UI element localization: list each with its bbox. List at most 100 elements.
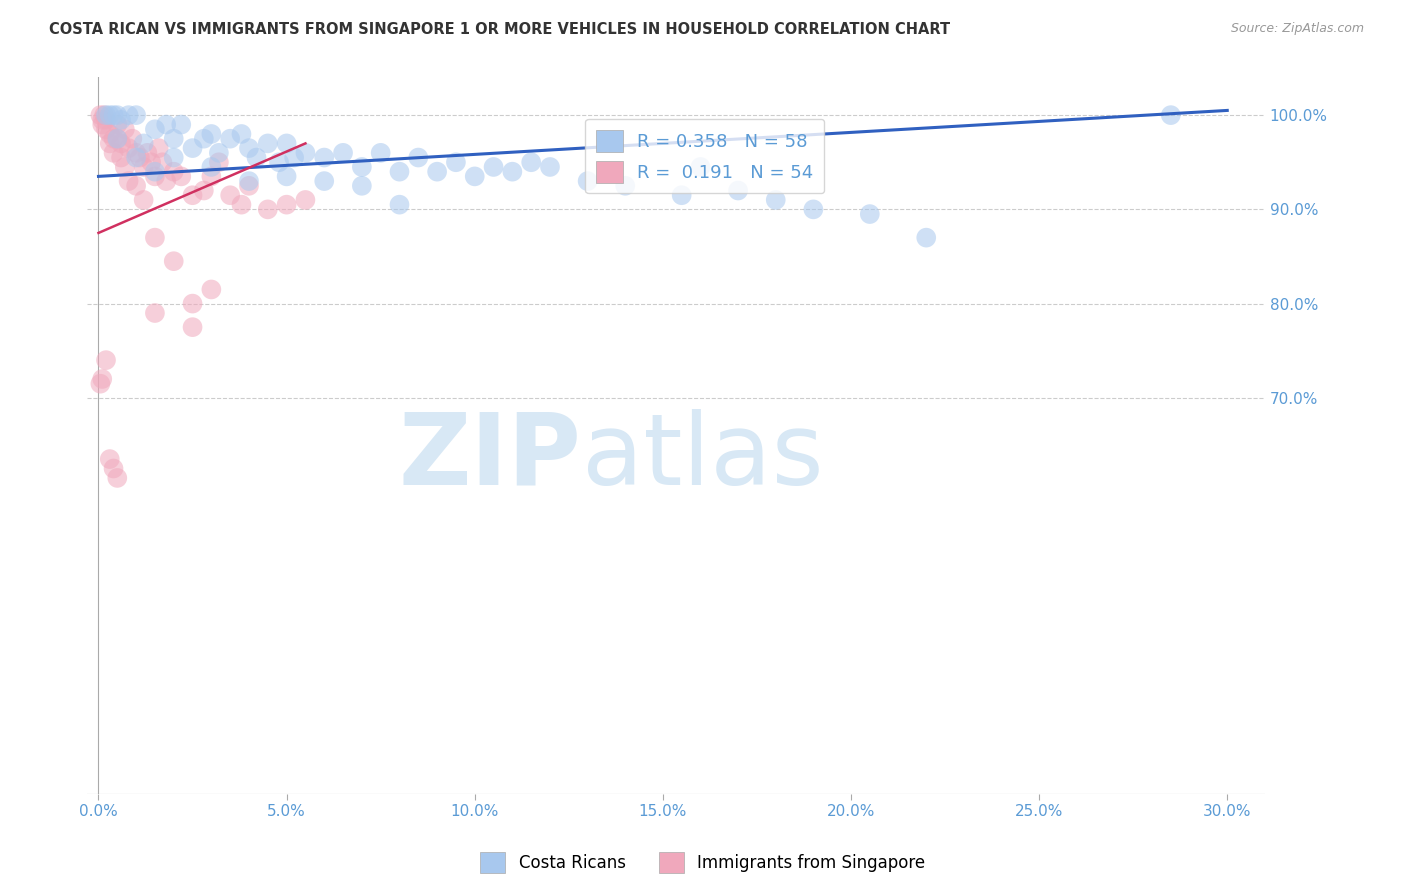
Point xyxy=(105,131,128,145)
Point xyxy=(464,169,486,184)
Point xyxy=(294,145,316,160)
Point xyxy=(89,108,111,122)
Point xyxy=(332,145,354,160)
Point xyxy=(163,254,186,268)
Point xyxy=(170,118,193,132)
Point xyxy=(105,471,128,485)
Point xyxy=(727,184,749,198)
Text: atlas: atlas xyxy=(582,409,824,506)
Point xyxy=(576,174,599,188)
Point xyxy=(93,108,115,122)
Point xyxy=(538,160,561,174)
Point xyxy=(132,193,155,207)
Point xyxy=(245,151,267,165)
Point xyxy=(200,160,222,174)
Point xyxy=(915,230,938,244)
Point xyxy=(128,151,150,165)
Point xyxy=(114,122,136,136)
Point xyxy=(125,145,148,160)
Point xyxy=(482,160,505,174)
Point xyxy=(105,118,128,132)
Point xyxy=(200,283,222,297)
Point xyxy=(801,202,824,217)
Point xyxy=(314,151,336,165)
Point xyxy=(98,127,121,141)
Point xyxy=(231,197,253,211)
Point xyxy=(193,131,215,145)
Point xyxy=(181,320,204,334)
Point xyxy=(314,174,336,188)
Point xyxy=(155,118,177,132)
Point xyxy=(388,197,411,211)
Point xyxy=(163,131,186,145)
Point xyxy=(238,141,260,155)
Point xyxy=(1160,108,1182,122)
Point xyxy=(98,108,121,122)
Point xyxy=(132,136,155,151)
Point xyxy=(350,160,373,174)
Point xyxy=(94,112,117,127)
Point xyxy=(89,376,111,391)
Point xyxy=(370,145,392,160)
Point xyxy=(110,151,132,165)
Point xyxy=(208,155,231,169)
Point xyxy=(136,145,159,160)
Text: Source: ZipAtlas.com: Source: ZipAtlas.com xyxy=(1230,22,1364,36)
Point xyxy=(689,160,711,174)
Point xyxy=(110,136,132,151)
Point xyxy=(152,155,174,169)
Point xyxy=(238,178,260,193)
Point xyxy=(103,131,125,145)
Point xyxy=(105,108,128,122)
Point xyxy=(148,141,170,155)
Point xyxy=(91,118,114,132)
Point xyxy=(121,131,143,145)
Point xyxy=(859,207,882,221)
Point xyxy=(219,188,242,202)
Point xyxy=(94,122,117,136)
Point xyxy=(501,164,523,178)
Point xyxy=(256,202,278,217)
Point xyxy=(94,353,117,368)
Point xyxy=(267,155,290,169)
Point xyxy=(200,169,222,184)
Point xyxy=(614,178,637,193)
Point xyxy=(208,145,231,160)
Point xyxy=(103,108,125,122)
Point xyxy=(238,174,260,188)
Point xyxy=(181,141,204,155)
Point xyxy=(98,136,121,151)
Point xyxy=(444,155,467,169)
Point xyxy=(181,188,204,202)
Point xyxy=(91,112,114,127)
Point xyxy=(143,169,166,184)
Point xyxy=(105,131,128,145)
Point xyxy=(91,372,114,386)
Point xyxy=(671,188,693,202)
Point xyxy=(110,112,132,127)
Point xyxy=(193,184,215,198)
Point xyxy=(219,131,242,145)
Point xyxy=(143,306,166,320)
Point xyxy=(143,230,166,244)
Point xyxy=(231,127,253,141)
Point xyxy=(125,151,148,165)
Point xyxy=(94,108,117,122)
Point xyxy=(125,178,148,193)
Point xyxy=(181,296,204,310)
Point xyxy=(117,108,139,122)
Point xyxy=(408,151,430,165)
Point xyxy=(294,193,316,207)
Point xyxy=(117,174,139,188)
Point xyxy=(98,452,121,467)
Point xyxy=(283,151,305,165)
Point xyxy=(765,193,787,207)
Point xyxy=(200,127,222,141)
Point xyxy=(103,461,125,475)
Text: COSTA RICAN VS IMMIGRANTS FROM SINGAPORE 1 OR MORE VEHICLES IN HOUSEHOLD CORRELA: COSTA RICAN VS IMMIGRANTS FROM SINGAPORE… xyxy=(49,22,950,37)
Point xyxy=(143,122,166,136)
Point xyxy=(276,197,298,211)
Point xyxy=(141,155,163,169)
Point xyxy=(125,108,148,122)
Point xyxy=(426,164,449,178)
